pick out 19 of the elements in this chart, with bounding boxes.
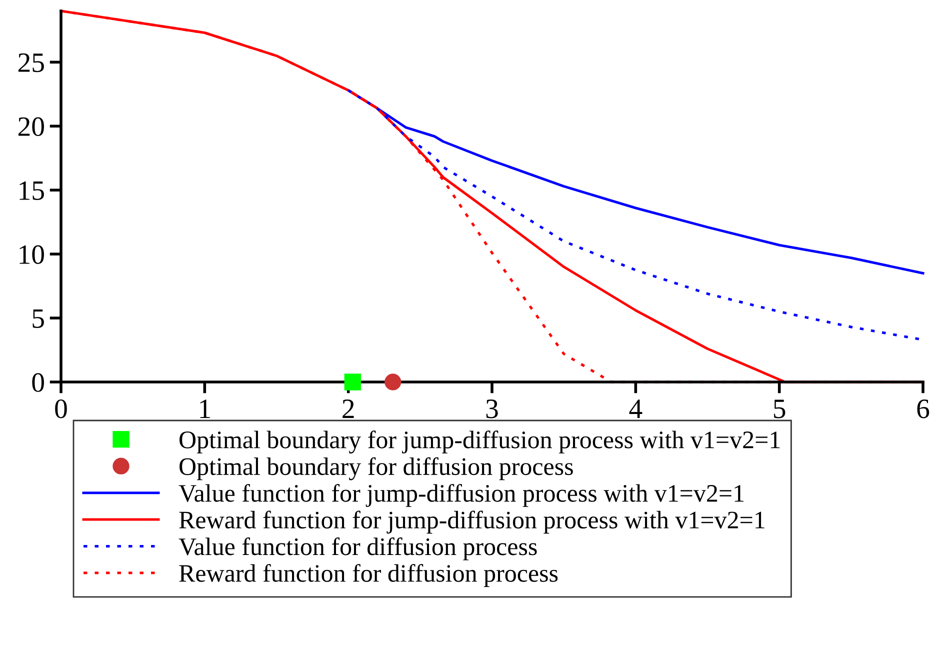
y-tick-label: 5 [32, 309, 44, 328]
legend-label: Reward function for diffusion process [179, 564, 558, 587]
x-tick-label: 3 [486, 400, 498, 418]
x-tick-label: 4 [629, 400, 642, 418]
legend-label: Reward function for jump-diffusion process with v1=v2=1 [179, 510, 764, 534]
x-tick-label: 0 [55, 399, 67, 418]
y-tick-label: 10 [20, 245, 44, 264]
legend-label: Value function for jump-diffusion process with v1=v2=1 [178, 484, 744, 507]
y-tick-label: 25 [18, 53, 44, 72]
y-tick-label: 0 [32, 373, 44, 392]
legend-label: Optimal boundary for diffusion process [180, 457, 573, 480]
legend-label: Value function for diffusion process [178, 537, 537, 560]
y-tick-label: 20 [18, 117, 44, 136]
x-tick-label: 1 [200, 400, 210, 418]
x-tick-label: 6 [917, 400, 930, 418]
legend-label: Optimal boundary for jump-diffusion process with v1=v2=1 [180, 430, 780, 454]
x-tick-label: 2 [342, 400, 354, 418]
x-tick-label: 5 [774, 400, 786, 418]
y-tick-label: 15 [20, 181, 44, 200]
